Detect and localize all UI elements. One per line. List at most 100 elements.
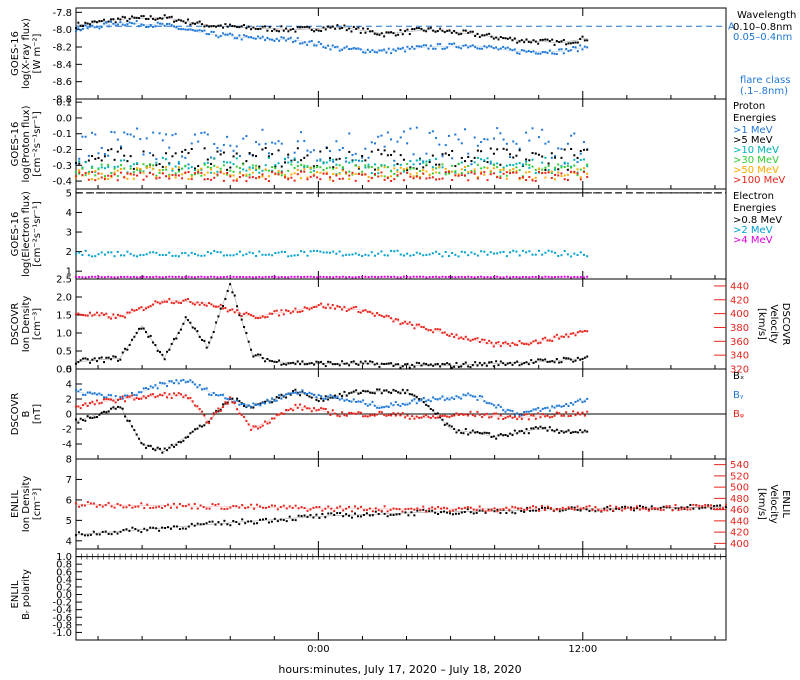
data-point xyxy=(558,412,561,415)
data-point xyxy=(422,401,425,404)
data-point xyxy=(242,163,245,166)
data-point xyxy=(440,511,443,514)
data-point xyxy=(406,252,409,255)
data-point xyxy=(460,275,463,278)
data-point xyxy=(165,175,168,178)
data-point xyxy=(257,403,260,406)
y-label-line: DSCOVR xyxy=(10,393,21,436)
data-point xyxy=(267,275,270,278)
data-point xyxy=(415,402,418,405)
data-point xyxy=(567,415,570,418)
data-point xyxy=(427,364,430,367)
data-point xyxy=(189,321,192,324)
data-point xyxy=(165,166,168,169)
data-point xyxy=(497,364,500,367)
data-point xyxy=(124,415,127,418)
data-point xyxy=(126,311,129,314)
data-point xyxy=(216,166,219,169)
data-point xyxy=(404,416,407,419)
data-point xyxy=(300,515,303,518)
data-point xyxy=(474,34,477,37)
data-point xyxy=(348,47,351,50)
data-point xyxy=(112,406,115,409)
y-label-line: [cm⁻²s⁻¹sr⁻¹] xyxy=(32,111,43,177)
data-point xyxy=(329,413,332,416)
data-point xyxy=(402,168,405,171)
data-point xyxy=(105,398,108,401)
data-point xyxy=(184,394,187,397)
data-point xyxy=(342,509,345,512)
data-point xyxy=(366,310,369,313)
data-point xyxy=(123,167,126,170)
y-axis-label: ENLILBᵣ polarity xyxy=(10,569,32,620)
data-point xyxy=(562,356,565,359)
data-point xyxy=(133,309,136,312)
data-point xyxy=(294,388,297,391)
data-point xyxy=(579,150,582,153)
data-point xyxy=(116,250,119,253)
data-point xyxy=(231,33,234,36)
data-point xyxy=(544,407,547,410)
data-point xyxy=(435,167,438,170)
data-point xyxy=(393,159,396,162)
data-point xyxy=(621,509,624,512)
data-point xyxy=(98,503,101,506)
data-point xyxy=(553,430,556,433)
data-point xyxy=(181,155,184,158)
data-point xyxy=(219,251,222,254)
data-point xyxy=(198,29,201,32)
data-point xyxy=(177,166,180,169)
data-point xyxy=(120,254,123,257)
data-point xyxy=(528,139,531,142)
data-point xyxy=(199,504,202,507)
data-point xyxy=(100,251,103,254)
y-axis-label: GOES-16log(X-ray flux)[W m⁻²] xyxy=(10,18,43,89)
data-point xyxy=(539,416,542,419)
data-point xyxy=(583,429,586,432)
data-point xyxy=(443,510,446,513)
data-point xyxy=(142,327,145,330)
data-point xyxy=(146,503,149,506)
data-point xyxy=(476,176,479,179)
data-point xyxy=(232,170,235,173)
data-point xyxy=(91,275,94,278)
data-point xyxy=(292,41,295,44)
data-point xyxy=(528,276,531,279)
data-point xyxy=(100,276,103,279)
data-point xyxy=(79,29,82,32)
data-point xyxy=(473,168,476,171)
data-point xyxy=(100,401,103,404)
data-point xyxy=(189,300,192,303)
data-point xyxy=(309,167,312,170)
data-point xyxy=(422,275,425,278)
data-point xyxy=(161,17,164,20)
data-point xyxy=(364,415,367,418)
data-point xyxy=(336,414,339,417)
data-point xyxy=(203,414,206,417)
data-point xyxy=(422,362,425,365)
data-point xyxy=(89,391,92,394)
data-point xyxy=(288,515,291,518)
data-point xyxy=(525,171,528,174)
data-point xyxy=(208,33,211,36)
data-point xyxy=(387,362,390,365)
data-point xyxy=(238,171,241,174)
data-point xyxy=(190,178,193,181)
data-point xyxy=(502,168,505,171)
data-point xyxy=(310,307,313,310)
data-point xyxy=(581,411,584,414)
data-point xyxy=(359,505,362,508)
data-point xyxy=(201,388,204,391)
data-point xyxy=(528,176,531,179)
data-point xyxy=(306,275,309,278)
data-point xyxy=(101,505,104,508)
data-point xyxy=(431,506,434,509)
data-point xyxy=(434,328,437,331)
data-point xyxy=(222,143,225,146)
y-label-line: [cm⁻²s⁻¹sr⁻¹] xyxy=(32,201,43,267)
data-point xyxy=(351,276,354,279)
data-point xyxy=(334,46,337,49)
data-point xyxy=(252,425,255,428)
data-point xyxy=(447,154,450,157)
data-point xyxy=(171,167,174,170)
